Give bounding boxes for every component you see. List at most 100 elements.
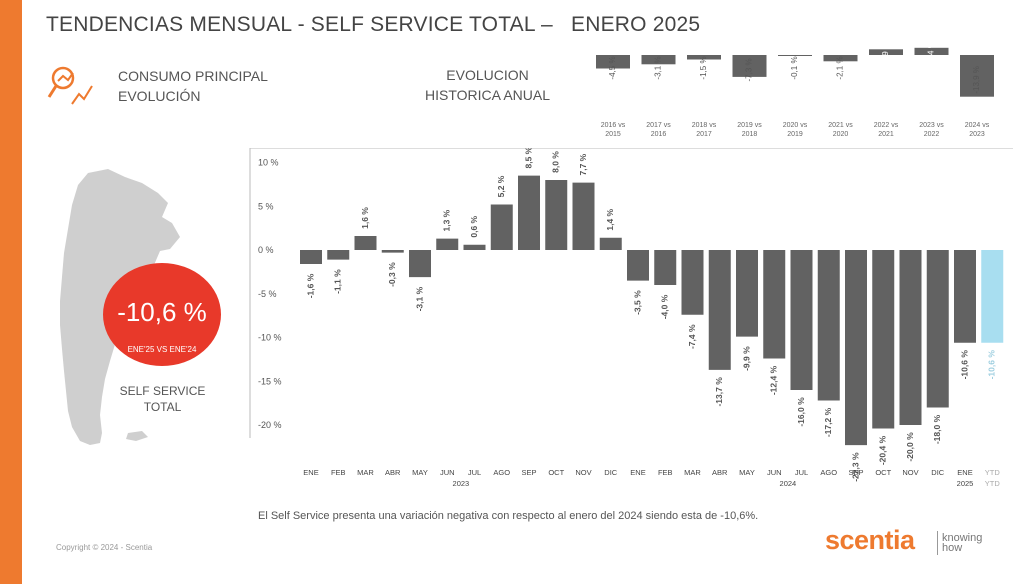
month-bar	[681, 250, 704, 315]
consumo-principal-heading: CONSUMO PRINCIPAL EVOLUCIÓN	[118, 66, 268, 106]
annual-bar	[914, 47, 949, 55]
month-bar	[845, 250, 867, 446]
month-bar	[545, 180, 568, 250]
map-caption: SELF SERVICE TOTAL	[110, 383, 215, 415]
annual-tick-label: 2015	[605, 131, 621, 138]
annual-bar-label: -2,1 %	[836, 56, 845, 79]
map-caption-line-1: SELF SERVICE	[119, 384, 206, 398]
bar-data-label: -17,2 %	[823, 407, 833, 437]
bar-data-label: -18,0 %	[932, 414, 942, 444]
x-tick-label: ENE	[303, 468, 318, 477]
annual-tick-label: 2020 vs	[783, 122, 808, 129]
scentia-logo: scentia	[825, 525, 915, 555]
badge-comparison: ENE'25 VS ENE'24	[127, 345, 197, 354]
month-bar	[436, 238, 459, 250]
annual-tick-label: 2017	[696, 131, 712, 138]
map-caption-line-2: TOTAL	[143, 400, 182, 414]
y-tick-label: -15 %	[258, 376, 282, 386]
annual-bar	[869, 49, 903, 55]
month-bar	[490, 204, 513, 250]
bar-data-label: -9,9 %	[741, 346, 751, 371]
y-tick-label: 0 %	[258, 245, 274, 255]
bar-data-label: 8,5 %	[523, 148, 533, 169]
bar-data-label: 0,6 %	[469, 215, 479, 237]
x-tick-label: OCT	[548, 468, 564, 477]
x-tick-label: FEB	[331, 468, 346, 477]
bar-data-label: -3,5 %	[632, 290, 642, 315]
annual-bar	[641, 55, 676, 65]
annual-tick-label: 2022 vs	[874, 122, 899, 129]
month-bar	[381, 250, 404, 253]
annual-tick-label: 2021 vs	[828, 122, 853, 129]
x-tick-label: JUL	[795, 468, 808, 477]
bar-data-label: -20,0 %	[905, 432, 915, 462]
month-bar	[926, 250, 949, 408]
bar-data-label: 7,7 %	[578, 153, 588, 175]
annual-bar-label: -3,1 %	[654, 56, 663, 79]
annual-bar-label: -13,9 %	[972, 66, 981, 94]
month-bar	[790, 250, 813, 390]
evolucion-historica-heading: EVOLUCION HISTORICA ANUAL	[425, 65, 550, 105]
annual-tick-label: 2017 vs	[646, 122, 671, 129]
bar-data-label: -0,3 %	[387, 262, 397, 287]
bar-data-label: -3,1 %	[414, 286, 424, 311]
logo-tagline-2: how	[942, 542, 963, 554]
month-bar	[954, 250, 976, 343]
y-tick-label: -20 %	[258, 420, 282, 430]
x-tick-label: SEP	[521, 468, 536, 477]
annual-bar	[778, 55, 812, 56]
bar-data-label: -10,6 %	[987, 350, 997, 380]
annual-bar-label: -7,3 %	[745, 58, 754, 81]
annual-tick-label: 2019 vs	[737, 122, 762, 129]
bar-data-label: -1,6 %	[305, 273, 315, 298]
consumo-line-2: EVOLUCIÓN	[118, 88, 201, 104]
annual-tick-label: 2016 vs	[601, 122, 626, 129]
hist-line-2: HISTORICA ANUAL	[425, 87, 551, 103]
bar-data-label: -12,4 %	[769, 365, 779, 395]
month-bar	[463, 244, 486, 250]
bar-data-label: -1,1 %	[333, 269, 343, 294]
logo-tagline: knowing how	[942, 533, 982, 554]
annual-tick-label: 2024 vs	[965, 122, 990, 129]
month-bar	[354, 236, 377, 250]
month-bar	[599, 237, 622, 250]
monthly-trend-chart: 10 % 5 % 0 % -5 % -10 % -15 % -20 % -1,6 % ENE -1…	[249, 148, 1013, 488]
bar-data-label: 8,0 %	[551, 151, 561, 173]
month-bar	[300, 250, 322, 264]
annual-tick-label: 2016	[651, 131, 667, 138]
x-tick-label: AGO	[493, 468, 510, 477]
y-tick-label: 5 %	[258, 201, 274, 211]
x-tick-label: ABR	[712, 468, 728, 477]
annual-tick-label: 2020	[833, 131, 849, 138]
annual-tick-label: 2021	[878, 131, 894, 138]
x-tick-label: NOV	[575, 468, 591, 477]
x-tick-label: MAR	[684, 468, 701, 477]
month-bar	[654, 250, 677, 285]
hist-line-1: EVOLUCION	[446, 67, 529, 83]
bar-data-label: 1,4 %	[605, 208, 615, 230]
x-tick-label: MAY	[739, 468, 755, 477]
x-tick-label: FEB	[658, 468, 673, 477]
consumo-line-1: CONSUMO PRINCIPAL	[118, 68, 268, 84]
bar-data-label: -16,0 %	[796, 397, 806, 427]
annual-bar-label: 2,4 %	[927, 41, 936, 61]
annual-bar-label: -4,5 %	[608, 56, 617, 79]
month-bar	[409, 250, 431, 278]
x-tick-label: DIC	[931, 468, 945, 477]
annual-bar	[596, 55, 630, 69]
month-bar	[572, 182, 595, 250]
month-bar	[327, 250, 350, 260]
annual-bar	[823, 55, 858, 62]
copyright-text: Copyright © 2024 - Scentia	[56, 543, 153, 552]
y-tick-label: 10 %	[258, 158, 279, 168]
annual-bar-label: -0,1 %	[790, 56, 799, 79]
bar-data-label: 1,6 %	[360, 207, 370, 229]
badge-value: -10,6 %	[117, 297, 207, 327]
year-group-label: 2025	[957, 479, 974, 488]
x-tick-label: JUN	[767, 468, 782, 477]
month-bar	[872, 250, 895, 429]
x-tick-label: MAY	[412, 468, 428, 477]
annual-tick-label: 2019	[787, 131, 803, 138]
annual-tick-label: 2022	[924, 131, 940, 138]
ytd-bar	[981, 250, 1004, 343]
